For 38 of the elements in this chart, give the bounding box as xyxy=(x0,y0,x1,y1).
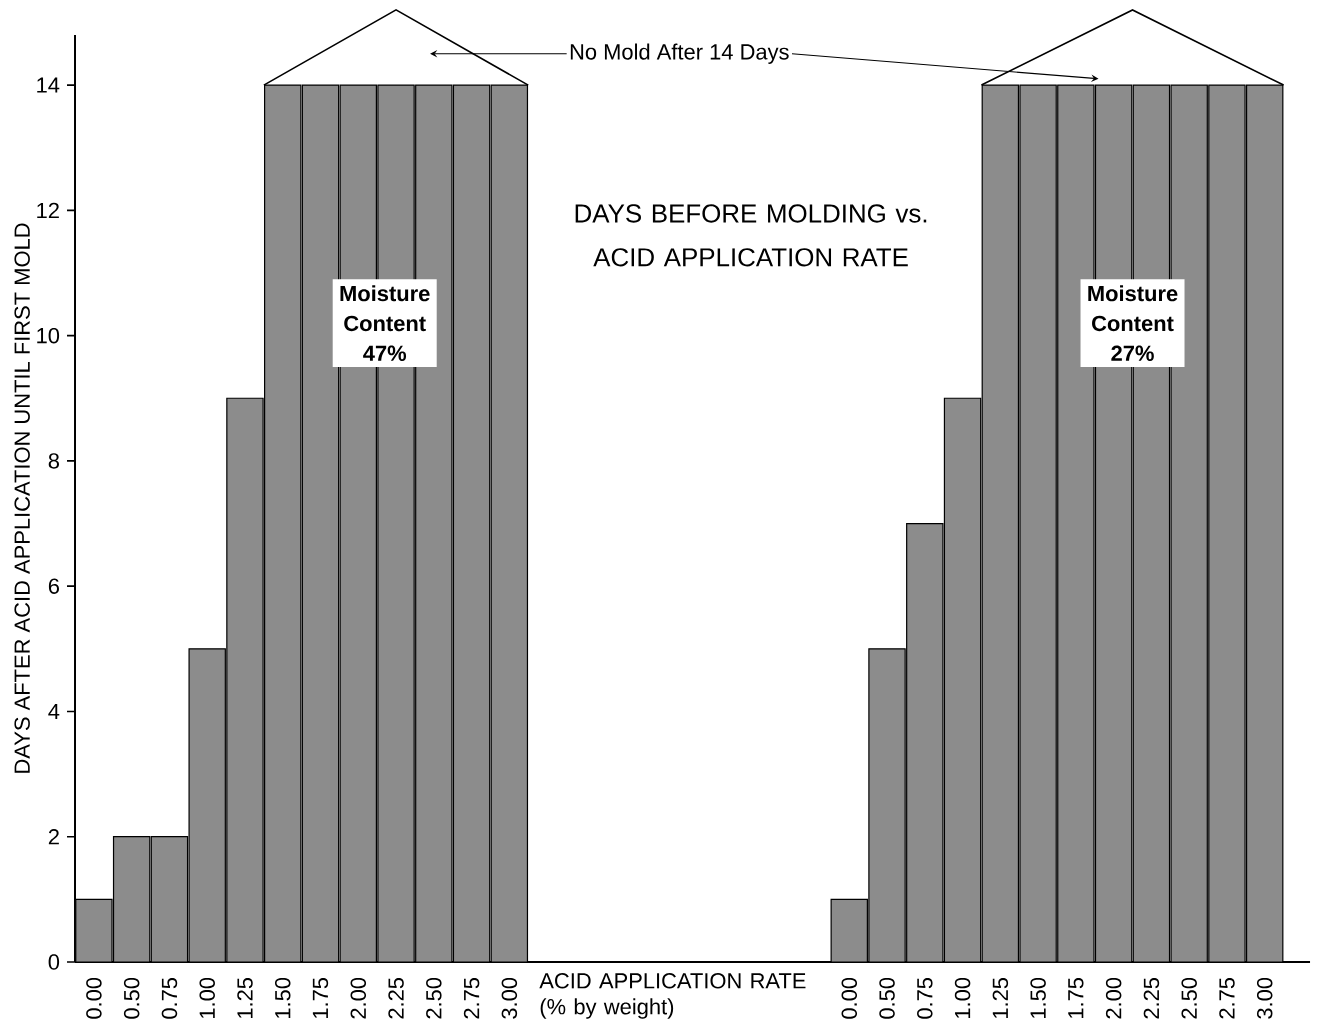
x-tick-label: 0.00 xyxy=(86,977,102,1019)
y-tick-label: 10 xyxy=(37,327,60,344)
y-tick-label: 12 xyxy=(37,202,59,218)
x-tick-label: 0.50 xyxy=(123,977,140,1019)
y-axis-title: DAYS AFTER ACID APPLICATION UNTIL FIRST MOLD xyxy=(14,223,30,773)
y-tick-label: 14 xyxy=(37,77,60,93)
x-tick-label: 2.75 xyxy=(1219,977,1235,1019)
annotation: Moisture Content 47% xyxy=(340,285,430,361)
x-tick-label: 1.75 xyxy=(1068,977,1084,1019)
x-tick-label: 1.25 xyxy=(992,977,1009,1019)
x-tick-label: 0.50 xyxy=(879,977,895,1019)
x-tick-label: 0.75 xyxy=(917,977,933,1019)
x-tick-label: 2.75 xyxy=(463,977,480,1019)
y-tick-label: 2 xyxy=(48,829,59,845)
x-tick-label: 3.00 xyxy=(501,977,518,1019)
y-tick-label: 0 xyxy=(48,954,60,970)
x-tick-label: 1.00 xyxy=(954,977,971,1019)
x-tick-label: 0.00 xyxy=(841,977,858,1019)
x-axis-title: ACID APPLICATION RATE (% by weight) xyxy=(539,973,806,1019)
y-tick-label: 8 xyxy=(48,453,59,469)
x-tick-label: 3.00 xyxy=(1256,977,1273,1019)
x-tick-label: 2.50 xyxy=(426,977,442,1019)
x-tick-label: 1.25 xyxy=(237,977,253,1019)
x-tick-label: 1.75 xyxy=(312,977,329,1019)
y-tick-label: 6 xyxy=(48,578,59,594)
x-tick-label: 0.75 xyxy=(161,977,178,1019)
x-tick-label: 2.50 xyxy=(1181,977,1197,1019)
annotation: Moisture Content 27% xyxy=(1088,285,1178,361)
x-tick-label: 1.50 xyxy=(275,977,291,1019)
y-tick-label: 4 xyxy=(48,703,60,719)
x-tick-label: 2.25 xyxy=(388,977,404,1019)
x-tick-label: 2.25 xyxy=(1143,977,1160,1019)
x-tick-label: 1.00 xyxy=(199,977,215,1019)
x-tick-label: 2.00 xyxy=(350,977,367,1019)
x-tick-label: 2.00 xyxy=(1105,977,1122,1019)
x-tick-label: 1.50 xyxy=(1030,977,1046,1019)
text: DAYS BEFORE MOLDING vs. ACID APPLICATION RATE xyxy=(575,204,927,267)
annotation: No Mold After 14 Days xyxy=(570,43,789,64)
